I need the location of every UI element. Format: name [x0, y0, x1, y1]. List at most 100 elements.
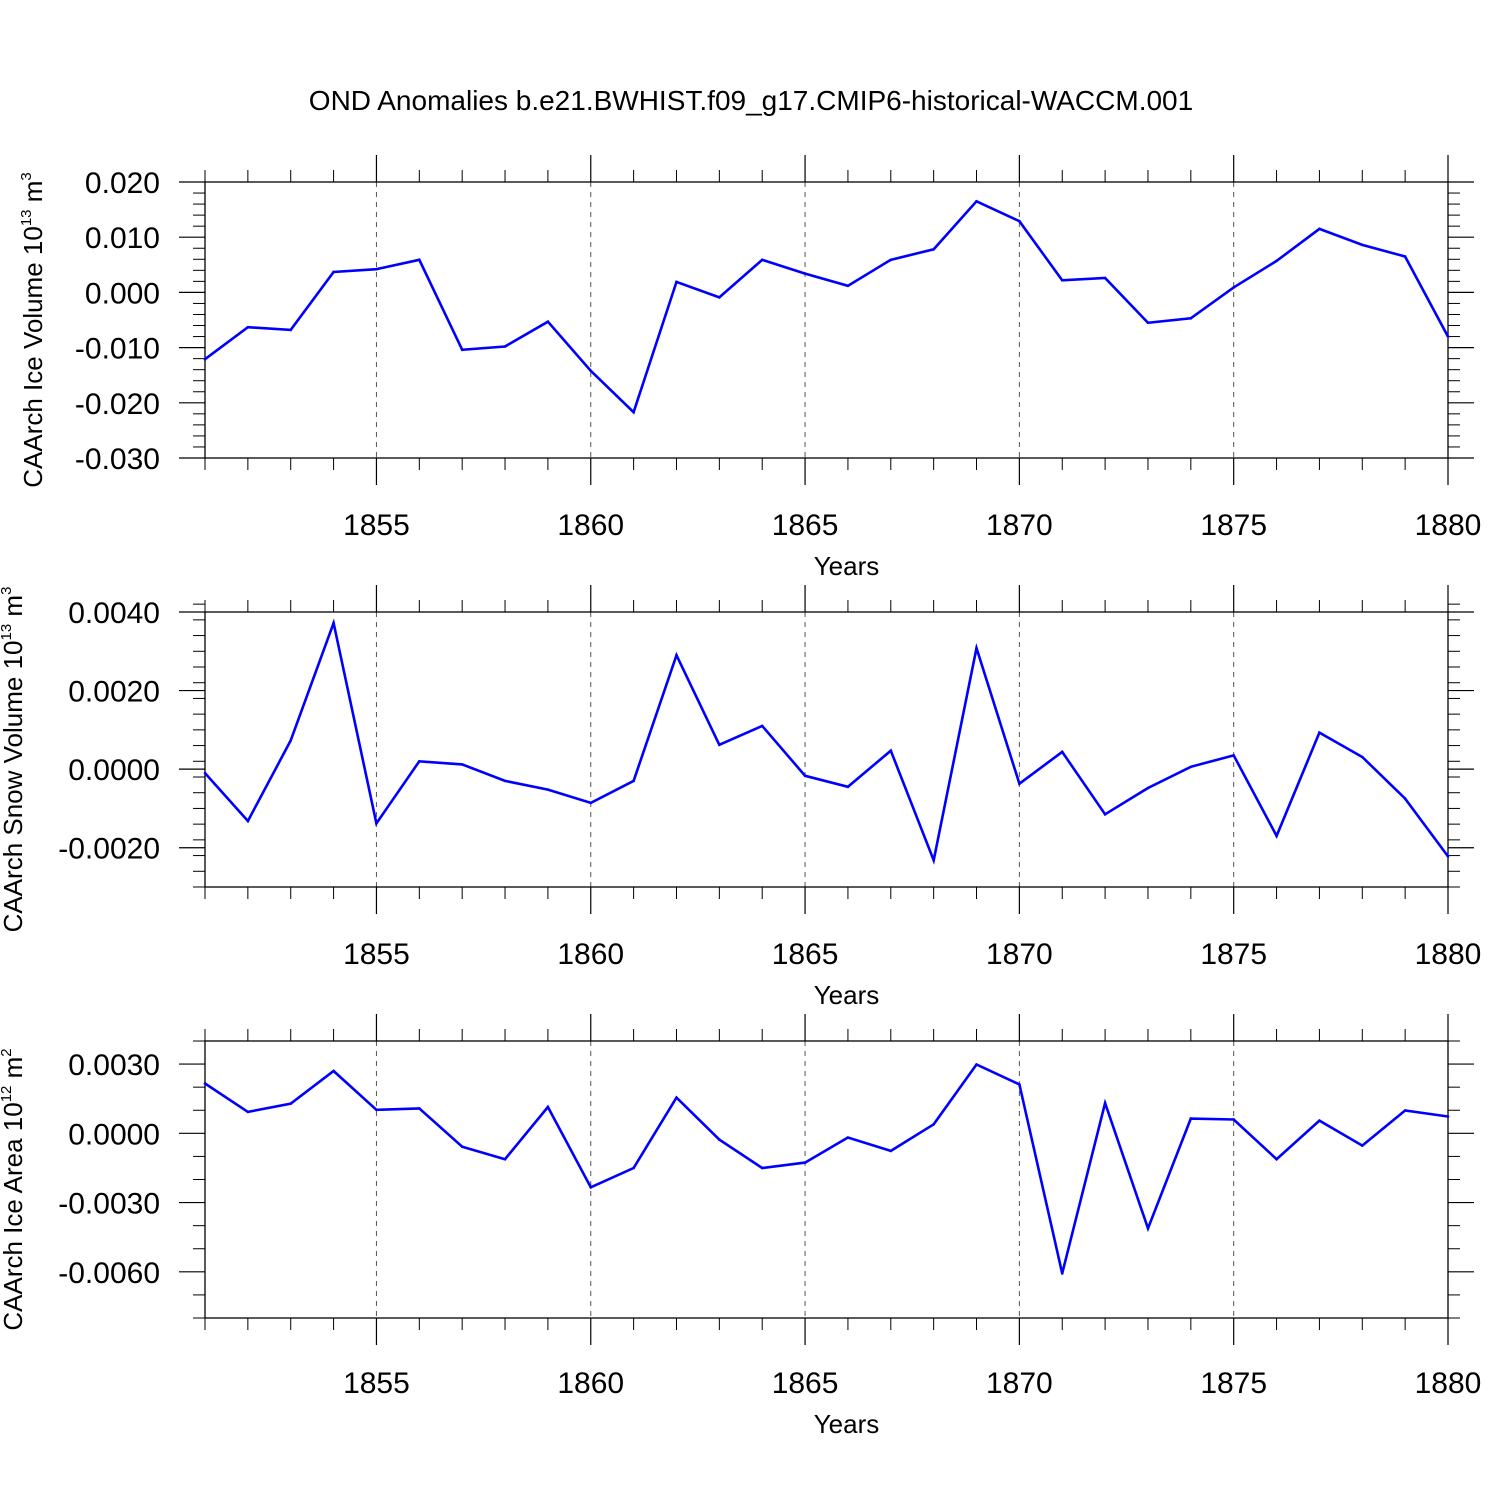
y-tick-label: 0.0000 — [68, 754, 160, 787]
data-point — [1403, 1109, 1407, 1112]
data-point — [546, 788, 550, 791]
y-tick-label: 0.0030 — [68, 1049, 160, 1082]
data-point — [375, 1108, 378, 1112]
data-point — [375, 822, 378, 825]
y-axis-label: CAArch Ice Area 1012 m2 — [0, 1048, 28, 1330]
data-point — [1275, 1157, 1278, 1161]
x-tick-label: 1870 — [986, 1367, 1053, 1400]
y-tick-label: 0.0000 — [68, 1118, 160, 1151]
x-tick-label: 1880 — [1415, 1367, 1482, 1400]
data-point — [1446, 1115, 1450, 1118]
data-point — [332, 1069, 335, 1073]
data-point — [803, 272, 807, 275]
plot-frame — [204, 1040, 1449, 1319]
series-line-1-1 — [204, 199, 1450, 415]
x-tick-label: 1870 — [986, 938, 1053, 971]
chart-panel-3: 1855 1860 1865 1870 1875 1880 -0.0060 -0.0030 0.… — [0, 1014, 1481, 1439]
data-point — [675, 280, 678, 284]
y-tick-label: -0.030 — [75, 443, 160, 476]
y-axis-label-exponent: 13 — [18, 209, 35, 226]
x-tick-label: 1880 — [1415, 509, 1482, 542]
y-axis-label-unit-exponent: 3 — [0, 587, 15, 595]
y-axis-label-unit: m — [0, 595, 28, 624]
data-point — [760, 258, 764, 262]
data-point — [203, 771, 207, 775]
data-point — [1360, 243, 1364, 247]
data-point — [846, 1136, 850, 1139]
y-axis-label-exponent: 12 — [0, 1086, 15, 1103]
data-point — [418, 759, 421, 763]
data-point — [460, 348, 464, 352]
data-point — [1146, 321, 1150, 325]
data-point — [1018, 782, 1021, 785]
data-point — [460, 763, 464, 766]
y-axis-label-unit: m — [18, 181, 48, 210]
y-axis-label: CAArch Ice Volume 1013 m3 — [18, 172, 48, 488]
x-tick-label: 1880 — [1415, 938, 1482, 971]
x-tick-label: 1855 — [343, 1367, 410, 1400]
data-point — [1103, 813, 1107, 816]
y-tick-label: -0.0060 — [58, 1257, 160, 1290]
y-tick-label: -0.0030 — [58, 1188, 160, 1221]
plot-frame — [204, 181, 1449, 459]
y-tick-label: 0.0020 — [68, 676, 160, 709]
data-point — [589, 369, 593, 373]
data-point — [546, 1105, 550, 1109]
y-tick-label: 0.0040 — [68, 597, 160, 630]
plot-frame — [204, 611, 1449, 888]
x-axis-label: Years — [814, 1409, 880, 1439]
y-tick-label: 0.000 — [85, 277, 160, 310]
data-point — [289, 739, 293, 742]
x-tick-label: 1875 — [1200, 1367, 1267, 1400]
data-point — [503, 779, 507, 783]
data-point — [1103, 276, 1107, 280]
data-point — [632, 410, 635, 414]
data-point — [975, 646, 978, 650]
data-point — [203, 357, 207, 361]
x-tick-label: 1860 — [557, 1367, 624, 1400]
data-point — [546, 320, 550, 323]
data-point — [889, 749, 893, 752]
y-axis-label-text: CAArch Snow Volume 10 — [0, 640, 28, 932]
data-point — [975, 200, 978, 203]
data-point — [1189, 317, 1193, 320]
data-point — [1446, 855, 1450, 858]
x-axis-label: Years — [814, 980, 880, 1010]
data-point — [1018, 219, 1021, 223]
data-point — [1060, 278, 1064, 282]
data-point — [889, 258, 893, 262]
data-point — [589, 801, 593, 805]
data-point — [760, 724, 764, 728]
data-point — [675, 1096, 678, 1099]
x-tick-label: 1865 — [772, 938, 839, 971]
data-point — [1189, 765, 1193, 769]
x-tick-label: 1875 — [1200, 509, 1267, 542]
data-point — [1189, 1117, 1193, 1120]
data-point — [932, 1123, 935, 1126]
data-point — [718, 296, 721, 299]
y-axis-label: CAArch Snow Volume 1013 m3 — [0, 587, 28, 933]
data-point — [1403, 797, 1407, 800]
data-point — [975, 1063, 978, 1066]
data-point — [1360, 755, 1364, 759]
data-point — [1403, 255, 1407, 258]
data-point — [846, 284, 850, 288]
data-point — [332, 270, 335, 274]
data-point — [889, 1149, 893, 1153]
data-point — [803, 774, 807, 778]
data-point — [1232, 286, 1235, 289]
data-point — [503, 1157, 507, 1161]
data-point — [846, 785, 850, 789]
data-point — [503, 345, 507, 348]
chart-panel-1: 1855 1860 1865 1870 1875 1880 -0.030 -0.020 -0.0… — [18, 155, 1481, 581]
data-point — [1318, 1119, 1321, 1122]
x-tick-label: 1855 — [343, 509, 410, 542]
data-point — [418, 258, 421, 262]
data-point — [760, 1166, 764, 1170]
data-point — [460, 1145, 464, 1149]
y-tick-label: 0.020 — [85, 167, 160, 200]
y-axis-label-unit-exponent: 2 — [0, 1048, 15, 1056]
data-point — [289, 328, 293, 332]
